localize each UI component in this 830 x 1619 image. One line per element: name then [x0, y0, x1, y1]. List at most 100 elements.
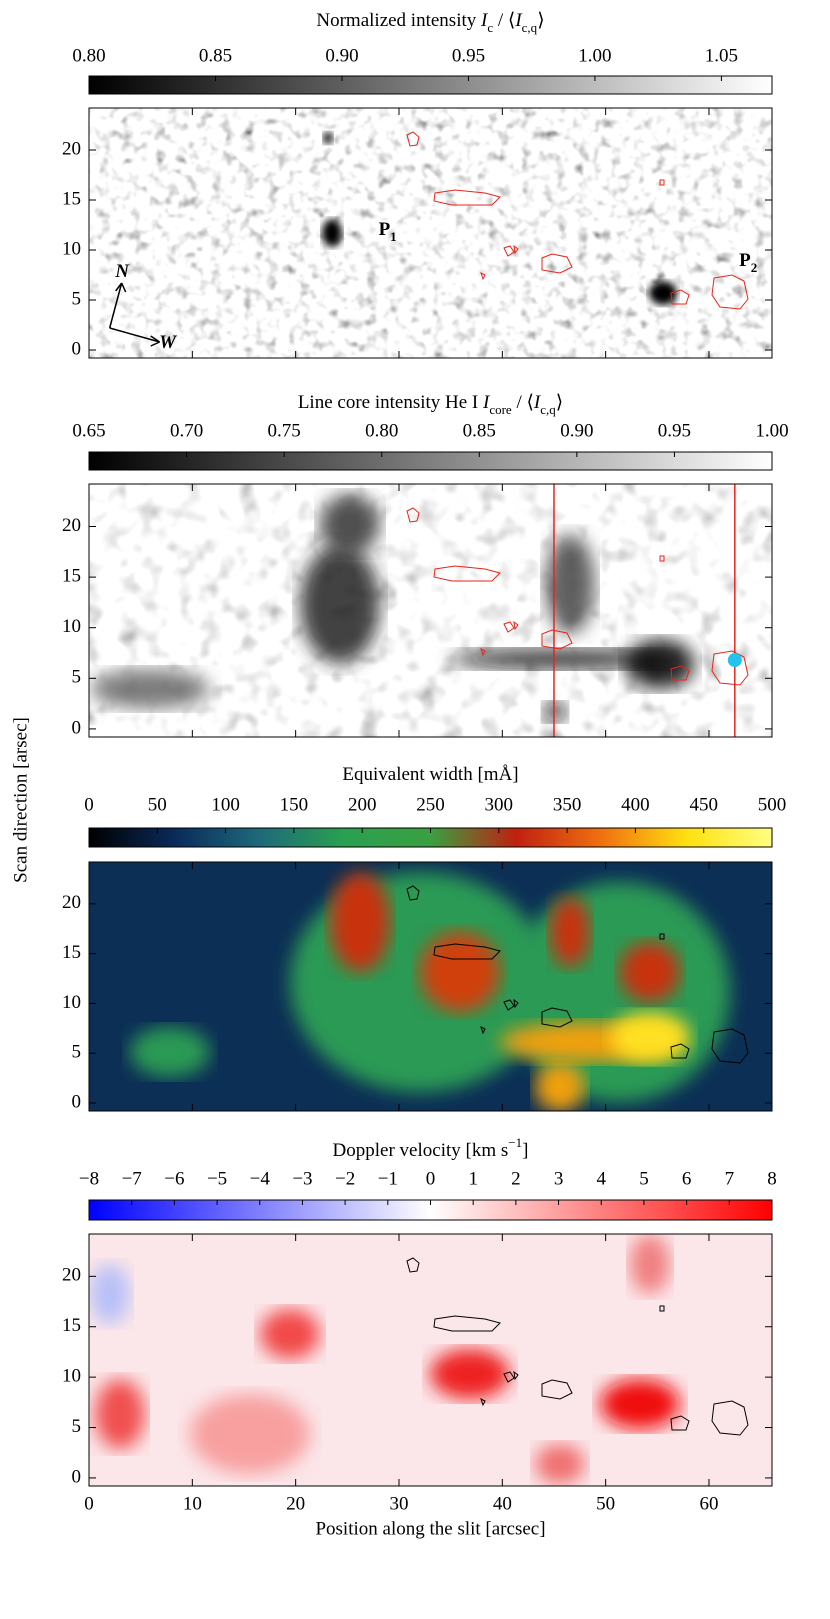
title-part: c,q — [522, 20, 538, 35]
y-tick-label: 15 — [62, 942, 81, 963]
annotation-text: P — [739, 250, 751, 271]
title-part: ] — [522, 1140, 528, 1161]
image — [89, 1234, 772, 1486]
image — [89, 484, 772, 737]
colorbar-tick-label: 250 — [416, 794, 445, 815]
y-tick-label: 10 — [62, 1365, 81, 1386]
title-part: / ⟨ — [512, 392, 534, 413]
x-tick-label: 60 — [699, 1493, 718, 1514]
annotation-text: P — [379, 219, 391, 240]
title-part: core — [489, 402, 512, 417]
y-tick-label: 10 — [62, 992, 81, 1013]
colorbar-tick-label: 500 — [758, 794, 787, 815]
colorbar-tick-label: −7 — [122, 1168, 142, 1189]
y-tick-label: 0 — [72, 717, 82, 738]
feature — [260, 1309, 320, 1359]
colorbar-tick-label: 0.70 — [170, 420, 203, 441]
title-part: / ⟨ — [493, 10, 515, 31]
y-tick-label: 0 — [72, 1466, 82, 1487]
colorbar-tick-label: 100 — [211, 794, 240, 815]
title-part: Equivalent width [mÅ] — [342, 764, 518, 785]
colorbar — [88, 75, 773, 95]
y-tick-label: 20 — [62, 515, 81, 536]
y-tick-label: 15 — [62, 1315, 81, 1336]
annotation-sub: 2 — [751, 260, 758, 275]
x-tick-label: 30 — [389, 1493, 408, 1514]
colorbar-tick-label: 5 — [639, 1168, 649, 1189]
title-part: ⟩ — [556, 392, 563, 413]
feature — [90, 1264, 130, 1324]
x-axis-label: Position along the slit [arcsec] — [315, 1518, 545, 1539]
title-part: c,q — [540, 402, 556, 417]
image-content — [89, 1234, 772, 1486]
colorbar-tick-label: 0 — [84, 794, 94, 815]
colorbar-tick-label: 0.90 — [560, 420, 593, 441]
colorbar-tick-label: 0.65 — [72, 420, 105, 441]
feature — [545, 534, 595, 634]
panel-title: Doppler velocity [km s−1] — [333, 1135, 529, 1161]
colorbar-tick-label: 0.85 — [199, 45, 232, 66]
colorbar-tick-label: 2 — [511, 1168, 521, 1189]
colorbar-tick-label: −3 — [292, 1168, 312, 1189]
feature — [420, 932, 500, 1012]
y-tick-label: 20 — [62, 1265, 81, 1286]
y-tick-label: 5 — [72, 667, 82, 688]
colorbar-tick-label: 0.80 — [72, 45, 105, 66]
annotation: W — [159, 332, 177, 353]
feature — [430, 1349, 510, 1399]
colorbar-tick-label: 6 — [682, 1168, 692, 1189]
y-tick-label: 5 — [72, 1042, 82, 1063]
colorbar-tick-label: 450 — [689, 794, 718, 815]
feature — [450, 649, 670, 669]
feature — [535, 1062, 585, 1111]
colorbar-tick-label: −2 — [335, 1168, 355, 1189]
frame — [88, 483, 773, 738]
colorbar — [88, 451, 773, 471]
title-part: −1 — [508, 1135, 522, 1150]
y-tick-label: 0 — [72, 1091, 82, 1112]
x-tick-label: 20 — [286, 1493, 305, 1514]
colorbar-tick-label: −4 — [250, 1168, 271, 1189]
panel-title: Normalized intensity Ic / ⟨Ic,q⟩ — [316, 10, 544, 35]
y-tick-label: 10 — [62, 616, 81, 637]
y-tick-label: 0 — [72, 338, 82, 359]
panel-title: Line core intensity He I Icore / ⟨Ic,q⟩ — [298, 392, 563, 417]
colorbar-tick-label: −5 — [207, 1168, 227, 1189]
x-tick-label: 50 — [596, 1493, 615, 1514]
colorbar-tick-label: 7 — [725, 1168, 735, 1189]
title-part: ⟩ — [537, 10, 544, 31]
feature — [300, 544, 380, 664]
colorbar-tick-label: −6 — [164, 1168, 184, 1189]
x-tick-label: 10 — [183, 1493, 202, 1514]
x-tick-label: 40 — [493, 1493, 512, 1514]
y-tick-label: 10 — [62, 238, 81, 259]
colorbar-tick-label: 8 — [767, 1168, 777, 1189]
x-tick-label: 0 — [84, 1493, 94, 1514]
title-part: Doppler velocity [km s — [333, 1140, 509, 1161]
colorbar-tick-label: 350 — [553, 794, 582, 815]
panel-title: Equivalent width [mÅ] — [342, 764, 518, 785]
annotation-sub: 1 — [390, 229, 397, 244]
title-part: I — [482, 392, 491, 413]
title-part: Line core intensity He I — [298, 392, 483, 413]
frame — [88, 107, 773, 359]
marker — [727, 653, 742, 668]
title-part: I — [533, 392, 542, 413]
title-part: I — [480, 10, 489, 31]
feature — [630, 1234, 670, 1294]
colorbar-tick-label: 4 — [597, 1168, 607, 1189]
colorbar-tick-label: 0.80 — [365, 420, 398, 441]
y-tick-label: 20 — [62, 138, 81, 159]
colorbar-tick-label: 150 — [280, 794, 309, 815]
feature — [90, 669, 210, 709]
image — [89, 108, 772, 358]
colorbar-tick-label: −8 — [79, 1168, 99, 1189]
title-part: Normalized intensity — [316, 10, 481, 31]
colorbar-tick-label: −1 — [378, 1168, 398, 1189]
spot — [649, 281, 677, 305]
title-part: c — [487, 20, 493, 35]
feature — [600, 1379, 680, 1429]
feature — [130, 1027, 210, 1077]
annotation: P1 — [379, 219, 397, 244]
